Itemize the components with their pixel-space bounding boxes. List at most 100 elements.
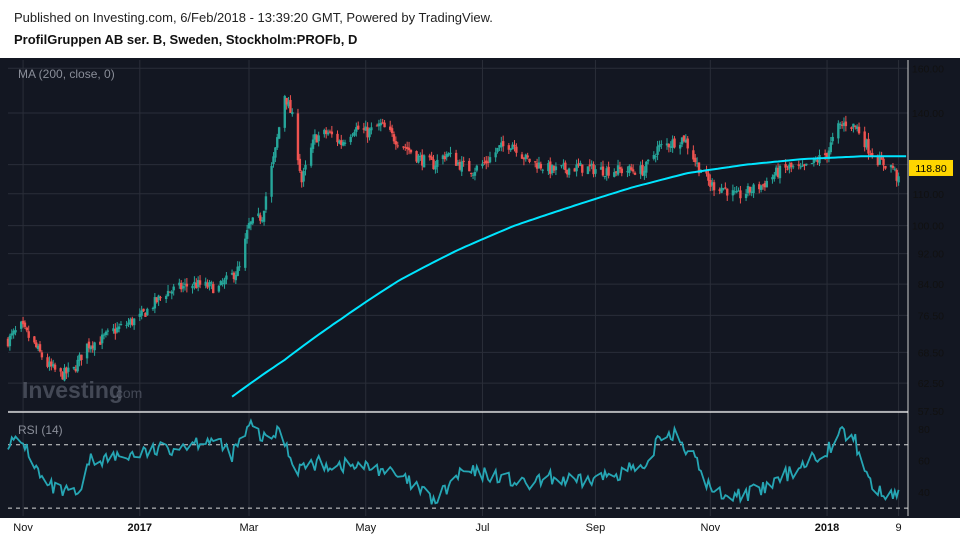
- candle-body: [645, 161, 648, 173]
- candle-body: [170, 291, 174, 294]
- candle-body: [315, 135, 318, 143]
- candle-body: [639, 165, 642, 174]
- candle-body: [575, 164, 578, 172]
- logo-suffix: .com: [112, 385, 142, 401]
- candle-body: [539, 163, 543, 169]
- candle-body: [656, 146, 659, 155]
- candle-body: [731, 190, 735, 196]
- candle-body: [27, 331, 30, 338]
- candle-body: [829, 142, 833, 153]
- candle-body: [726, 188, 729, 196]
- price-tick-label: 57.50: [918, 406, 944, 418]
- candle-body: [618, 167, 622, 170]
- candle-body: [878, 156, 881, 165]
- price-axis: 160.00140.00120.00110.00100.0092.0084.00…: [912, 63, 944, 418]
- candle-body: [880, 156, 883, 160]
- candle-body: [61, 372, 64, 380]
- candle-body: [801, 165, 804, 167]
- candle-body: [694, 157, 697, 163]
- candle-body: [146, 308, 149, 316]
- last-price-label: 118.80: [915, 163, 946, 175]
- candle-body: [665, 143, 669, 146]
- candle-body: [422, 155, 426, 168]
- candle-body: [468, 160, 471, 172]
- candle-body: [289, 99, 292, 113]
- candle-body: [341, 142, 345, 146]
- candle-body: [697, 162, 701, 174]
- candle-body: [366, 127, 369, 138]
- candle-body: [735, 191, 738, 193]
- candle-body: [630, 167, 633, 170]
- candle-body: [168, 291, 172, 293]
- time-tick-label: 9: [896, 522, 902, 534]
- candle-body: [790, 162, 793, 168]
- candle-body: [244, 238, 247, 268]
- candle-body: [219, 281, 222, 286]
- candle-body: [840, 124, 844, 126]
- candle-body: [394, 141, 398, 145]
- candle-body: [166, 290, 170, 297]
- candle-body: [402, 146, 405, 148]
- price-tick-label: 160.00: [912, 63, 944, 75]
- candle-body: [705, 170, 708, 174]
- candle-body: [496, 147, 499, 152]
- candle-body: [643, 170, 646, 176]
- candle-body: [562, 163, 565, 165]
- candle-body: [432, 159, 435, 170]
- candle-body: [89, 346, 93, 350]
- candle-body: [430, 156, 433, 160]
- candle-body: [765, 180, 768, 188]
- candle-body: [40, 352, 44, 358]
- candle-body: [245, 230, 249, 239]
- time-tick-label: Mar: [240, 522, 259, 534]
- candle-body: [251, 217, 254, 224]
- candle-body: [654, 156, 657, 158]
- candle-body: [876, 155, 880, 166]
- candle-body: [581, 164, 584, 173]
- candle-body: [313, 134, 317, 140]
- candle-body: [889, 165, 893, 168]
- candle-body: [99, 341, 102, 345]
- candle-body: [863, 131, 866, 148]
- candle-body: [509, 148, 512, 151]
- candle-body: [857, 126, 861, 134]
- candle-body: [355, 127, 358, 132]
- candle-body: [855, 126, 859, 129]
- grid-lines: [8, 60, 909, 516]
- candle-body: [456, 162, 460, 165]
- candle-body: [328, 131, 332, 133]
- candle-body: [827, 150, 831, 160]
- time-tick-label: 2017: [128, 522, 152, 534]
- candle-body: [76, 359, 79, 372]
- candle-body: [35, 342, 38, 348]
- candle-body: [221, 282, 224, 284]
- candle-body: [117, 326, 121, 330]
- candle-body: [260, 220, 264, 222]
- candle-body: [839, 123, 842, 125]
- candle-body: [535, 163, 539, 169]
- candle-body: [744, 193, 748, 199]
- candle-body: [351, 134, 354, 136]
- candle-body: [761, 184, 765, 186]
- candle-body: [669, 146, 672, 148]
- candle-body: [454, 152, 458, 166]
- ma-indicator-label: MA (200, close, 0): [18, 67, 115, 81]
- candlestick-series: [6, 94, 900, 382]
- candle-body: [712, 182, 716, 191]
- candle-body: [257, 213, 260, 217]
- candle-body: [671, 139, 674, 148]
- candle-body: [773, 174, 776, 179]
- candle-body: [353, 132, 356, 136]
- candle-body: [309, 147, 313, 166]
- candle-body: [381, 122, 384, 124]
- candle-body: [164, 296, 168, 300]
- candle-body: [865, 139, 868, 148]
- candle-body: [449, 152, 452, 154]
- candle-body: [142, 308, 145, 312]
- candle-body: [699, 171, 703, 173]
- price-tick-label: 68.50: [918, 347, 944, 359]
- candle-body: [249, 221, 253, 225]
- candle-body: [85, 343, 89, 359]
- candle-body: [522, 158, 526, 160]
